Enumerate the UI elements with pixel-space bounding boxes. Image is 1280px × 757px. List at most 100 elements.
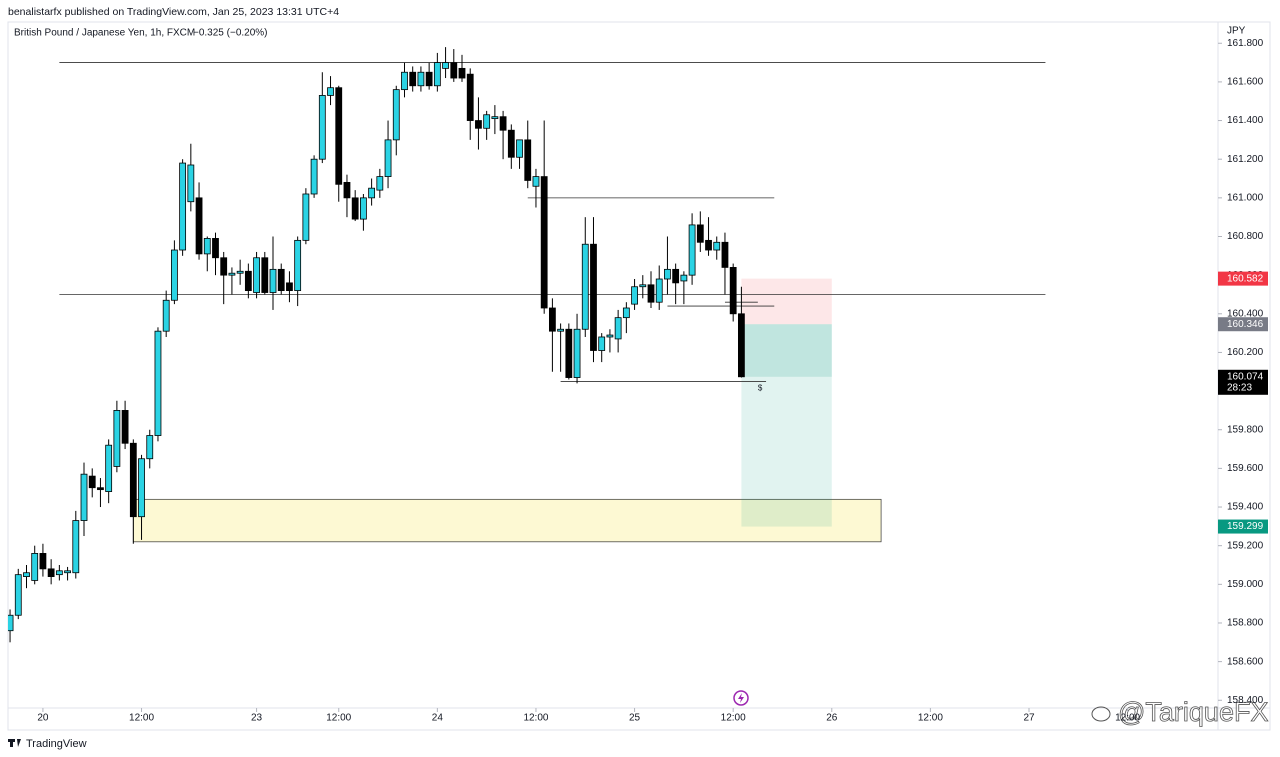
x-tick-label: 26 <box>826 713 838 724</box>
candle-body <box>548 307 556 332</box>
y-tick-label: 158.400 <box>1227 695 1264 706</box>
publisher: benalistarfx published on TradingView.co… <box>8 6 339 18</box>
candle-body <box>425 71 433 87</box>
candle-body <box>384 139 392 177</box>
candle-body <box>294 239 302 292</box>
change: −0.325 (−0.20%) <box>193 28 268 39</box>
candle-body <box>55 570 63 576</box>
level-note: $ <box>758 384 763 393</box>
x-tick-label: 27 <box>1023 713 1035 724</box>
entry-label-box <box>1218 317 1268 332</box>
candle-body <box>187 164 195 203</box>
candle-body <box>705 239 712 251</box>
candle-body <box>557 328 565 332</box>
candle-body <box>606 334 614 338</box>
candle-body <box>524 139 532 181</box>
candle-body <box>688 224 696 276</box>
candle-body <box>631 286 638 305</box>
candle-body <box>105 444 113 492</box>
candle-body <box>614 317 622 340</box>
candle-body <box>475 120 482 129</box>
candle-body <box>721 241 729 268</box>
candle-body <box>729 267 737 315</box>
candle-body <box>532 176 540 187</box>
position-stop-zone <box>741 278 832 325</box>
x-tick-label: 20 <box>37 713 49 724</box>
candle-body <box>565 328 573 378</box>
candle-body <box>121 410 129 444</box>
x-tick-label: 12:00 <box>326 713 351 724</box>
last-price-box <box>1218 369 1268 395</box>
candle-body <box>450 62 458 79</box>
candle-body <box>97 487 104 491</box>
candle-body <box>491 116 499 120</box>
candle-body <box>442 62 449 69</box>
plot-area: $ <box>8 47 1046 643</box>
y-tick-label: 161.400 <box>1227 115 1264 126</box>
candle-body <box>195 197 203 255</box>
candle-body <box>88 475 96 489</box>
candle-body <box>277 268 285 292</box>
stop-label-box <box>1218 271 1268 286</box>
candle-body <box>573 328 581 378</box>
candle-body <box>269 268 277 293</box>
watermark-logo <box>1091 706 1111 722</box>
candle-body <box>392 89 400 141</box>
candle-body <box>359 197 367 220</box>
candle-body <box>212 238 219 259</box>
y-tick-label: 160.200 <box>1227 347 1264 358</box>
brand: TradingView <box>26 738 87 750</box>
candle-body <box>80 473 88 521</box>
candle-body <box>696 224 704 243</box>
candle-body <box>664 268 671 280</box>
candle-body <box>737 313 745 378</box>
candle-body <box>401 71 408 91</box>
candle-body <box>310 158 318 195</box>
candle-body <box>8 614 14 632</box>
candle-body <box>672 268 680 284</box>
candle-body <box>47 568 55 577</box>
x-tick-label: 12:00 <box>523 713 548 724</box>
x-tick-label: 12:00 <box>1115 713 1140 724</box>
candle-body <box>286 282 293 292</box>
candle-body <box>244 270 252 292</box>
candle-body <box>466 73 474 121</box>
candle-body <box>203 238 211 255</box>
candle-body <box>368 187 376 199</box>
entry-label: 160.346 <box>1227 319 1264 330</box>
candle-body <box>236 270 244 274</box>
candle-body <box>655 278 663 303</box>
candle-body <box>39 553 47 570</box>
candle-body <box>162 299 170 332</box>
chart-frame <box>7 21 1271 731</box>
candle-body <box>409 71 417 87</box>
candle-body <box>171 249 178 301</box>
candle-body <box>540 176 548 309</box>
candle-body <box>647 284 655 303</box>
target-label: 159.299 <box>1227 521 1264 532</box>
candle-body <box>129 442 137 518</box>
y-tick-label: 158.800 <box>1227 618 1264 629</box>
candle-body <box>483 114 491 129</box>
candle-body <box>351 197 359 220</box>
candle-body <box>31 553 39 581</box>
alert-icon[interactable] <box>733 690 749 706</box>
candle-body <box>14 574 22 616</box>
watermark: @TariqueFX <box>1118 697 1268 727</box>
y-tick-label: 159.800 <box>1227 424 1264 435</box>
x-tick-label: 12:00 <box>129 713 154 724</box>
currency: JPY <box>1227 26 1246 37</box>
candle-body <box>376 176 384 191</box>
candle-body <box>713 241 721 251</box>
candle-body <box>302 193 310 241</box>
candle-body <box>433 62 441 87</box>
symbol: British Pound / Japanese Yen, 1h, FXCM <box>14 28 195 39</box>
candle-body <box>253 257 260 293</box>
target-label-box <box>1218 519 1268 534</box>
candle-body <box>64 570 71 574</box>
candle-body <box>598 336 606 351</box>
x-tick-label: 12:00 <box>721 713 746 724</box>
y-tick-label: 159.200 <box>1227 540 1264 551</box>
x-tick-label: 25 <box>629 713 641 724</box>
